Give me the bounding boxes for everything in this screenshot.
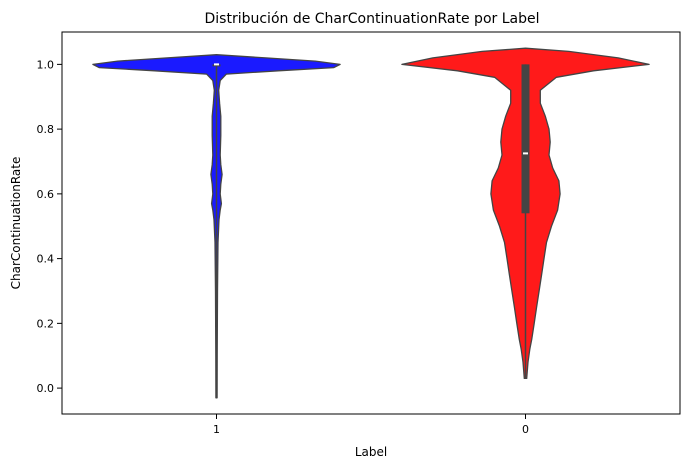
y-tick-label: 0.2: [37, 317, 55, 330]
x-axis-label: Label: [355, 445, 387, 459]
x-tick-label: 0: [522, 423, 529, 436]
chart-title: Distribución de CharContinuationRate por…: [205, 11, 540, 27]
y-tick-label: 0.8: [37, 123, 55, 136]
x-tick-label: 1: [213, 423, 220, 436]
y-axis-label: CharContinuationRate: [9, 157, 23, 290]
y-tick-label: 0.0: [37, 382, 55, 395]
y-axis: 0.0 0.2 0.4 0.6 0.8 1.0: [37, 58, 62, 395]
violins-layer: [92, 47, 650, 399]
plot-area-frame: [61, 31, 681, 415]
y-tick-label: 1.0: [37, 58, 55, 71]
violin-box-0: [521, 64, 530, 214]
y-tick-label: 0.4: [37, 253, 55, 266]
y-tick-label: 0.6: [37, 188, 55, 201]
